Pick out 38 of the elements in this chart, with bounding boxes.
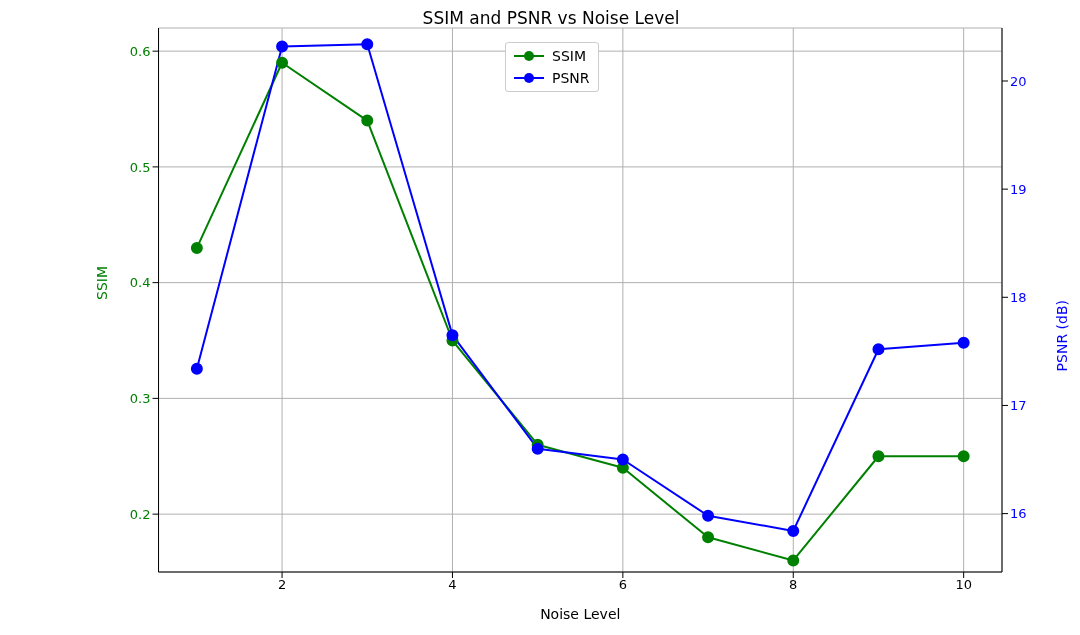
- point: [787, 554, 800, 567]
- y2-tick-label: 16: [1010, 506, 1027, 522]
- point: [276, 40, 289, 53]
- legend-label: PSNR: [552, 69, 590, 88]
- y-tick-label: 0.2: [129, 506, 151, 522]
- x-tick-label: 4: [448, 577, 457, 593]
- y2-axis-title: PSNR (dB): [1053, 300, 1070, 372]
- x-tick-label: 10: [955, 577, 972, 593]
- point: [446, 329, 459, 342]
- chart-title: SSIM and PSNR vs Noise Level: [421, 8, 681, 28]
- point: [190, 362, 203, 375]
- point: [616, 453, 629, 466]
- point: [276, 56, 289, 69]
- point: [531, 442, 544, 455]
- y-tick-label: 0.4: [129, 275, 151, 291]
- x-axis-title: Noise Level: [540, 606, 621, 622]
- y2-tick-label: 19: [1010, 181, 1027, 197]
- point: [190, 241, 203, 254]
- x-tick-label: 2: [277, 577, 287, 593]
- y-axis-title: SSIM: [93, 266, 110, 300]
- point: [702, 509, 715, 522]
- y2-tick-label: 18: [1010, 289, 1027, 305]
- point: [361, 114, 374, 127]
- point: [872, 450, 885, 463]
- point: [957, 450, 970, 463]
- y-tick-label: 0.3: [129, 391, 151, 406]
- y2-tick-label: 17: [1010, 398, 1027, 414]
- point: [702, 531, 715, 544]
- point: [361, 38, 374, 51]
- y2-tick-label: 20: [1010, 73, 1027, 89]
- x-tick-label: 8: [789, 577, 798, 593]
- y-tick-label: 0.6: [129, 43, 151, 59]
- legend-label: SSIM: [552, 47, 586, 66]
- x-tick-label: 6: [618, 577, 628, 593]
- point: [872, 343, 885, 356]
- y-tick-label: 0.5: [129, 159, 151, 175]
- point: [957, 336, 970, 349]
- point: [787, 524, 800, 537]
